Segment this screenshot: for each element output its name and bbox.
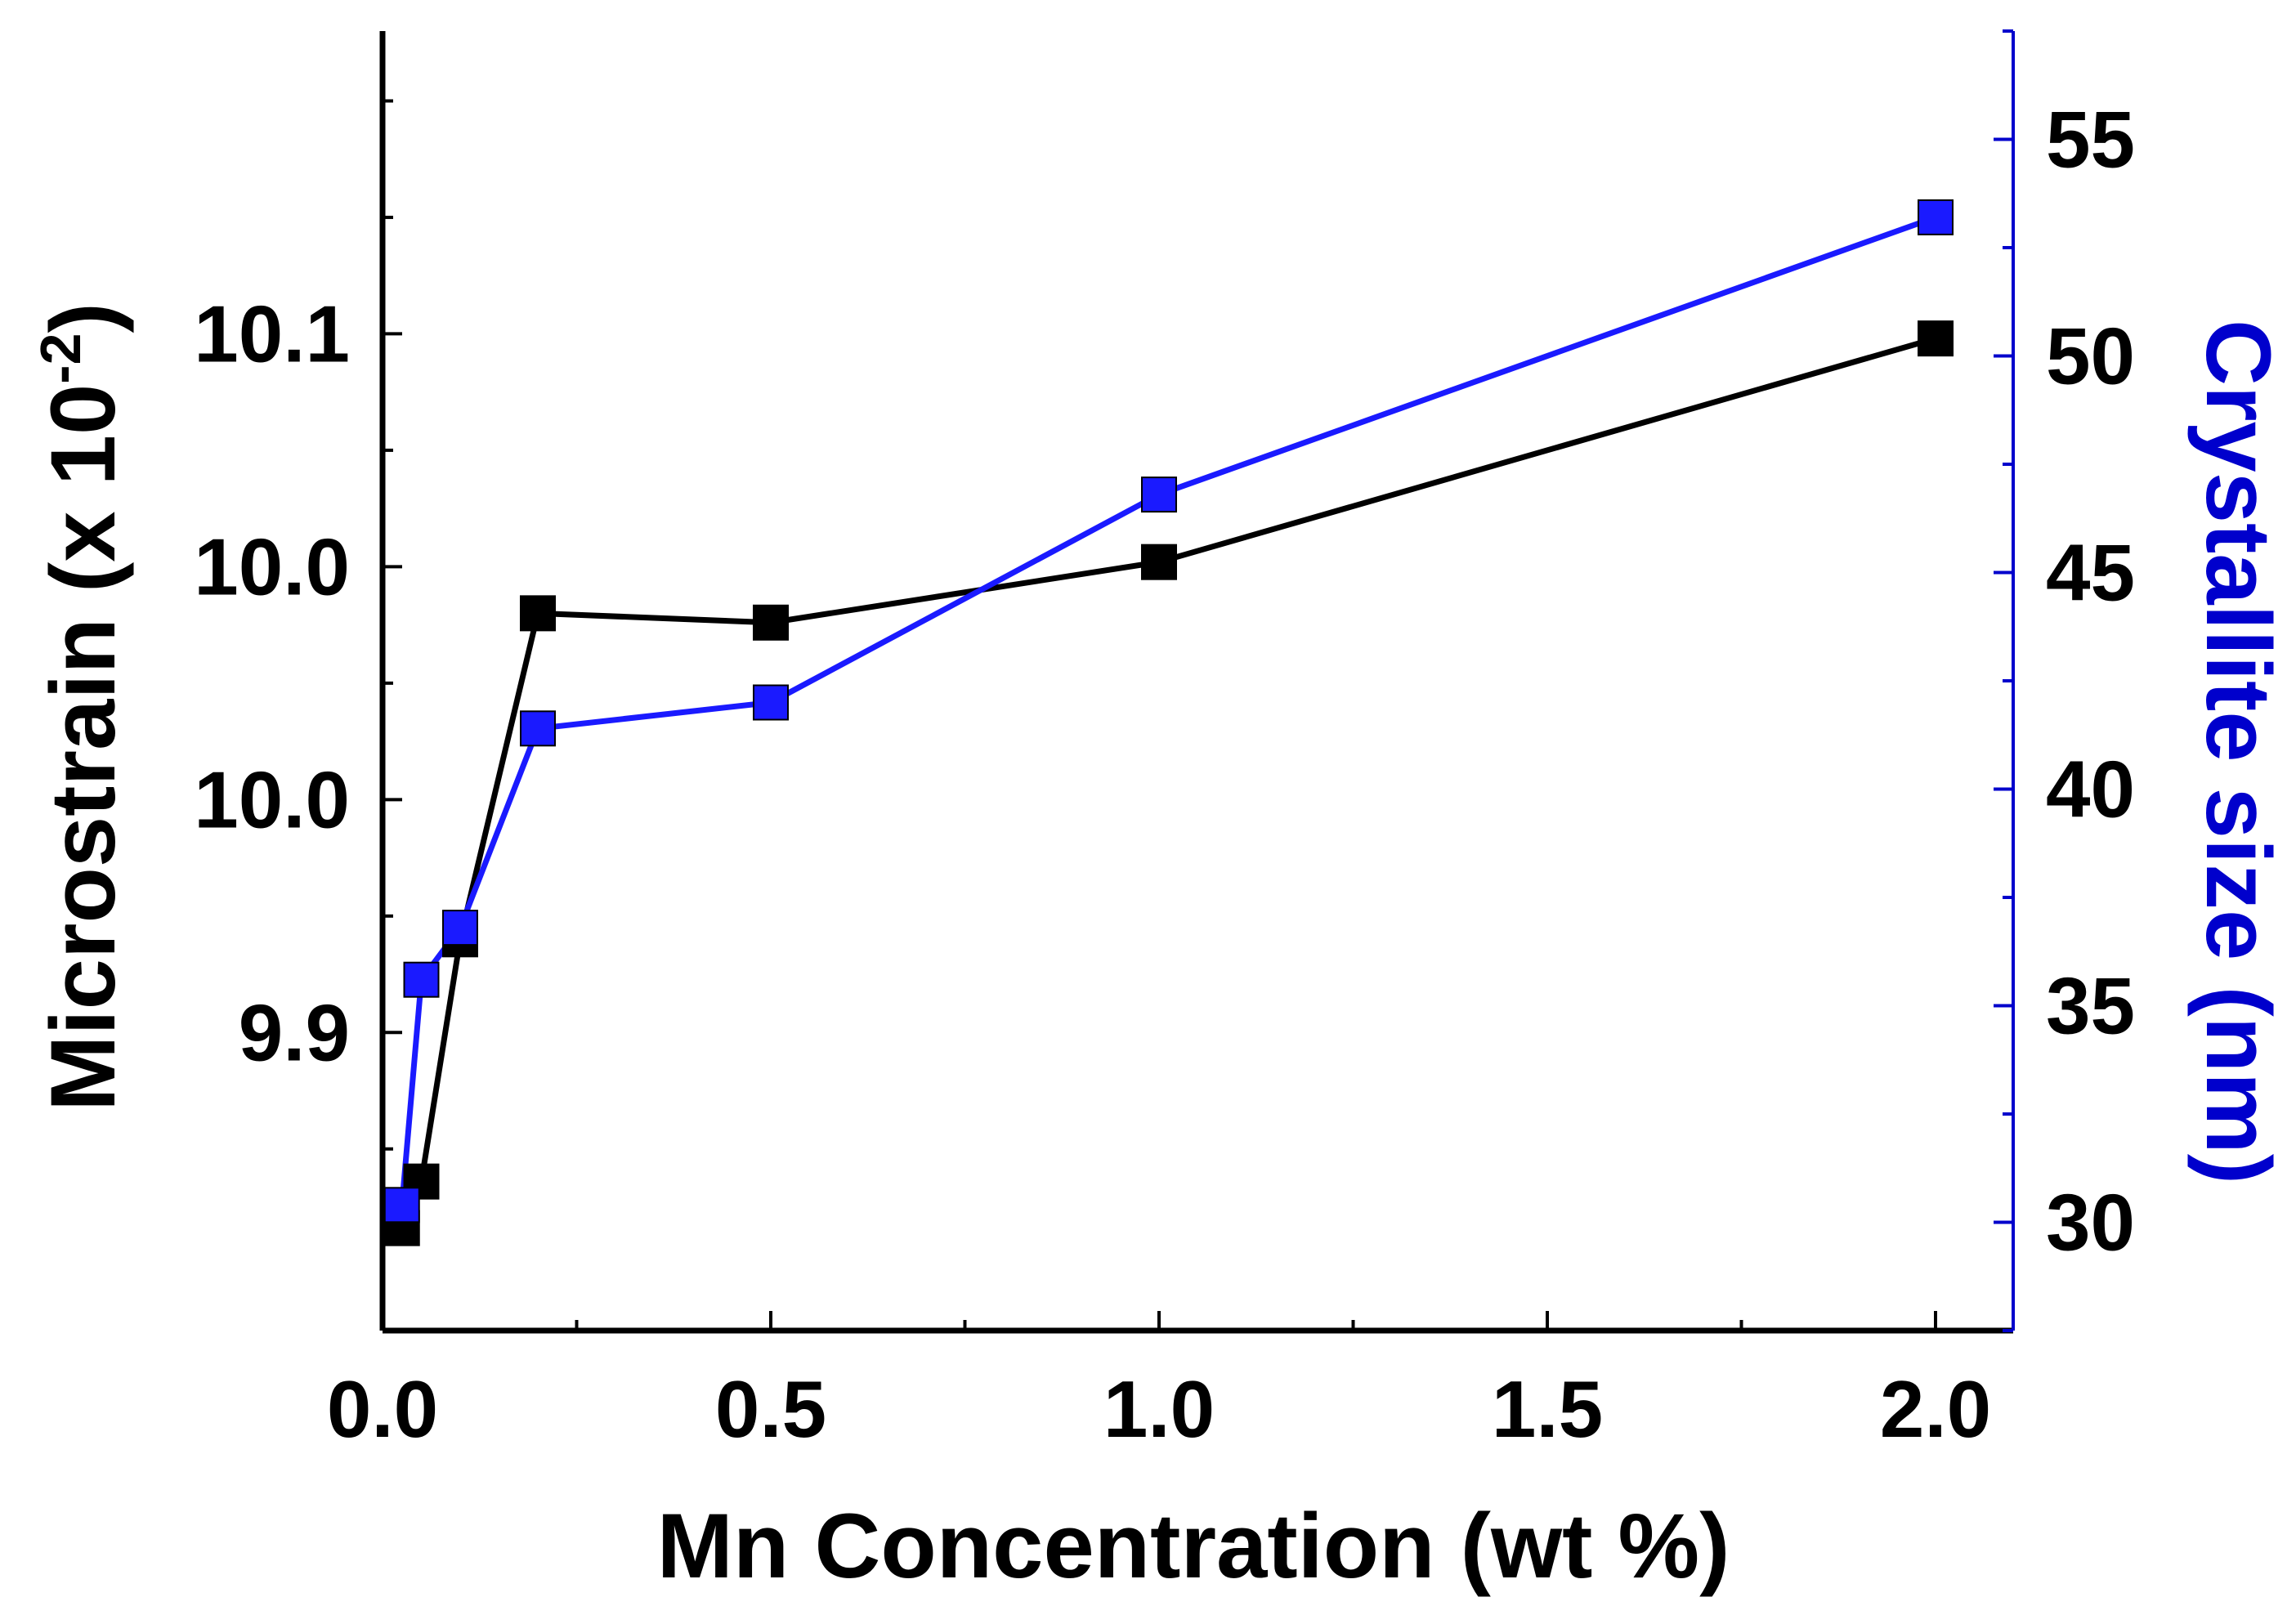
x-tick-label: 0.5 [715,1364,826,1454]
crystallite-size-marker [753,684,789,721]
left-tick-label: 9.9 [239,987,350,1077]
microstrain-marker [1918,320,1954,357]
left-axis-title: Microstrain (x 10-2) [29,302,134,1112]
right-tick-label: 30 [2046,1178,2135,1268]
microstrain-marker [520,595,556,632]
x-tick-label: 1.5 [1492,1364,1603,1454]
left-axis-title-main: Microstrain (x 10 [32,384,134,1112]
right-tick-label: 45 [2046,528,2135,618]
series-markers [383,199,1954,1246]
left-tick-label: 10.0 [194,521,350,611]
left-axis-title-superscript: -2 [29,333,92,383]
crystallite-size-marker [1918,199,1954,235]
x-axis-ticks: 0.0 0.5 1.0 1.5 2.0 [327,1311,1991,1454]
x-axis-title: Mn Concentration (wt %) [657,1495,1730,1597]
crystallite-size-marker [403,961,440,998]
x-tick-label: 2.0 [1880,1364,1991,1454]
x-tick-label: 0.0 [327,1364,438,1454]
left-axis-ticks: 9.9 10.0 10.0 10.1 [194,99,402,1151]
crystallite-size-marker [442,910,478,946]
x-tick-label: 1.0 [1103,1364,1215,1454]
right-tick-label: 50 [2046,311,2135,401]
right-axis-ticks: 30 35 40 45 50 55 [1994,29,2135,1332]
right-tick-label: 55 [2046,95,2135,185]
left-axis-title-end: ) [32,302,134,333]
right-tick-label: 35 [2046,961,2135,1051]
microstrain-marker [1141,544,1177,580]
left-tick-label: 10.0 [194,754,350,844]
right-tick-label: 40 [2046,745,2135,834]
crystallite-size-marker [520,710,556,747]
crystallite-size-marker [383,1187,420,1224]
crystallite-size-marker [1141,476,1177,513]
left-tick-label: 10.1 [194,289,350,378]
right-axis-title: Crystallite size (nm) [2187,320,2289,1184]
microstrain-marker [753,604,789,641]
